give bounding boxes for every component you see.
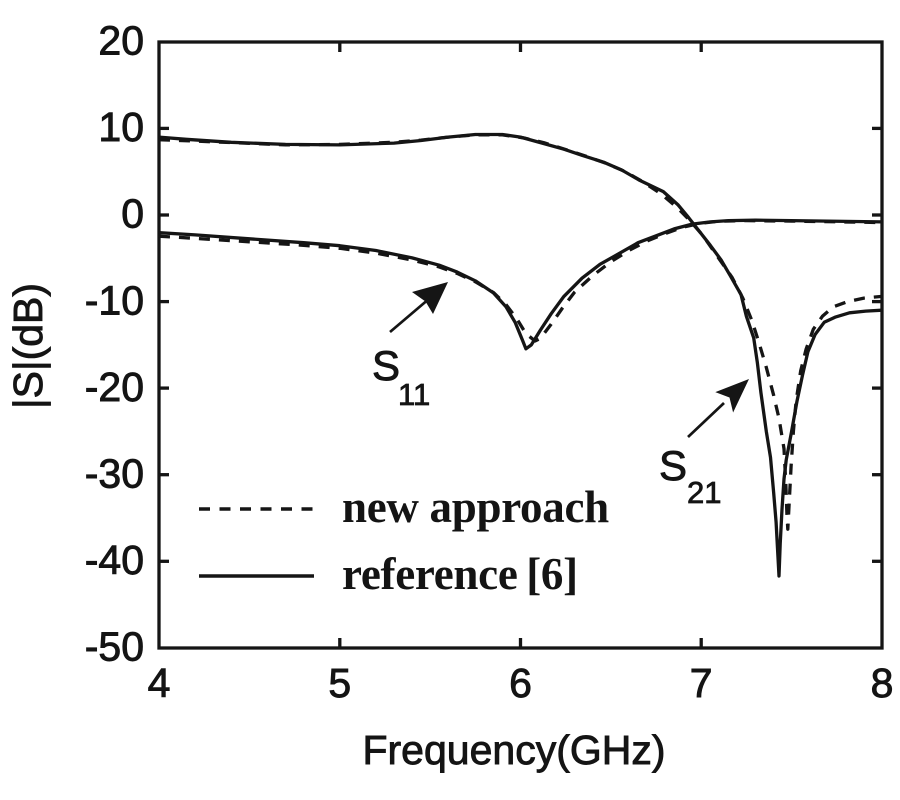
svg-text:-40: -40 bbox=[85, 537, 144, 583]
svg-text:|S|(dB): |S|(dB) bbox=[5, 283, 51, 409]
svg-text:5: 5 bbox=[328, 660, 351, 706]
svg-text:21: 21 bbox=[687, 475, 721, 510]
svg-text:7: 7 bbox=[690, 660, 713, 706]
svg-text:8: 8 bbox=[871, 660, 894, 706]
svg-text:Frequency(GHz): Frequency(GHz) bbox=[362, 727, 665, 773]
svg-text:-10: -10 bbox=[85, 277, 144, 323]
svg-text:20: 20 bbox=[98, 18, 144, 64]
svg-text:new approach: new approach bbox=[342, 482, 609, 532]
svg-text:0: 0 bbox=[121, 191, 144, 237]
svg-text:-20: -20 bbox=[85, 364, 144, 410]
svg-text:-30: -30 bbox=[85, 450, 144, 496]
svg-text:-50: -50 bbox=[85, 624, 144, 670]
svg-text:11: 11 bbox=[398, 377, 430, 412]
svg-text:reference [6]: reference [6] bbox=[342, 549, 578, 599]
svg-text:4: 4 bbox=[148, 660, 171, 706]
svg-text:10: 10 bbox=[98, 104, 144, 150]
svg-text:S: S bbox=[659, 442, 687, 489]
svg-text:S: S bbox=[372, 342, 400, 389]
svg-text:6: 6 bbox=[509, 660, 532, 706]
